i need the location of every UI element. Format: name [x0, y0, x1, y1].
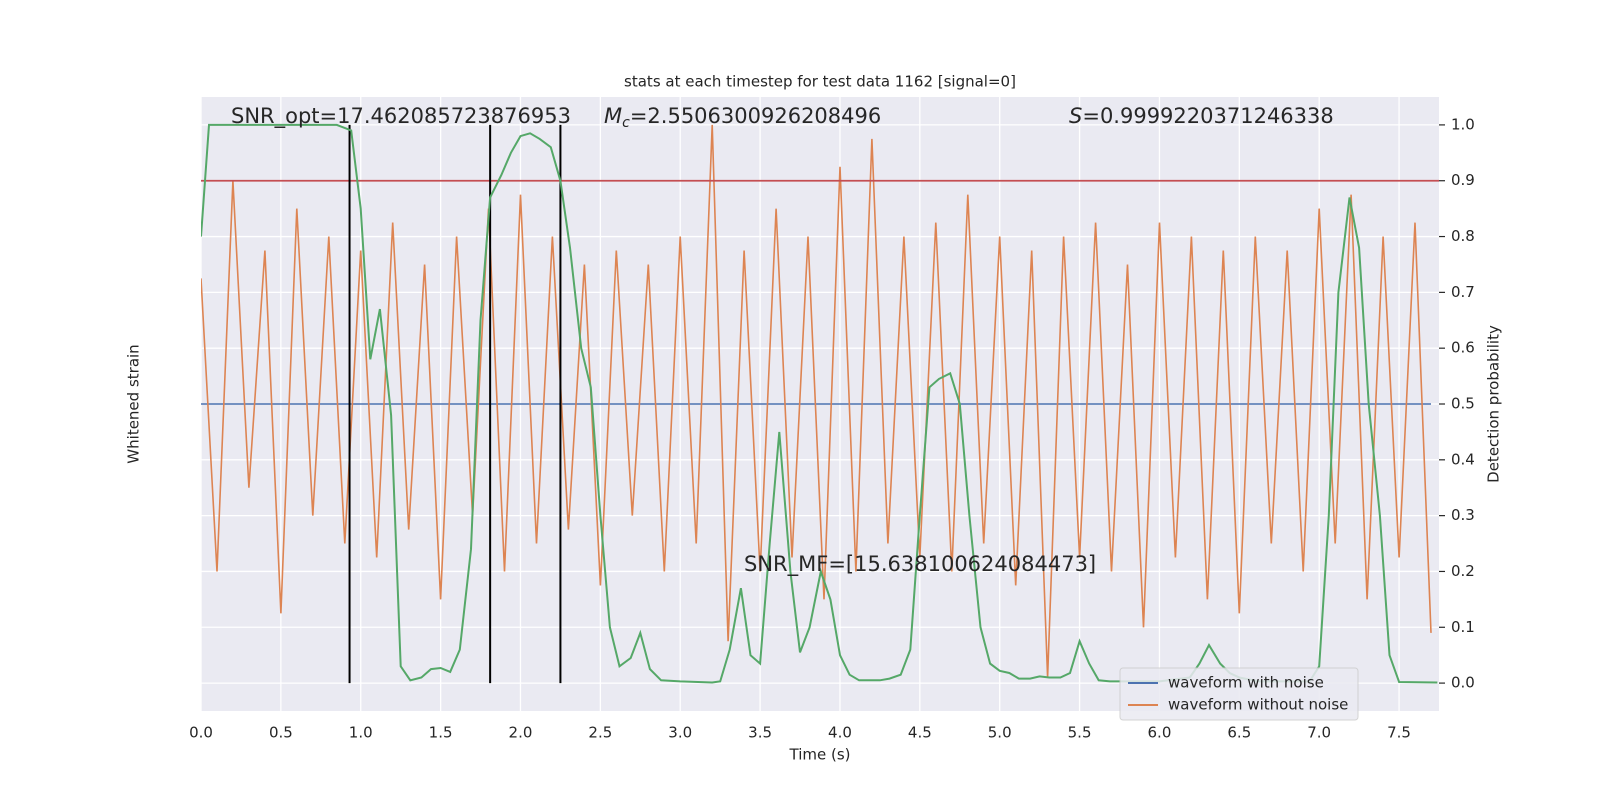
legend: waveform with noise waveform without nois… [1119, 667, 1359, 721]
x-tick-label: 4.5 [908, 724, 932, 742]
x-tick-label: 3.0 [668, 724, 692, 742]
x-tick-label: 1.0 [349, 724, 373, 742]
annotation-text: SNR_opt=17.462085723876953 [231, 104, 571, 129]
y2-tick-label: 0.6 [1451, 339, 1475, 357]
legend-label: waveform without noise [1168, 696, 1348, 714]
y2-tick-label: 0.4 [1451, 450, 1475, 468]
x-tick-label: 6.0 [1148, 724, 1172, 742]
x-tick-label: 7.5 [1387, 724, 1411, 742]
x-tick-label: 5.5 [1068, 724, 1092, 742]
annotation-subscript: c [622, 115, 630, 131]
x-tick-label: 7.0 [1307, 724, 1331, 742]
annotation: SNR_opt=17.462085723876953 [231, 104, 571, 129]
annotation-symbol: M [604, 104, 622, 128]
annotation: S=0.9999220371246338 [1069, 104, 1334, 128]
x-tick-label: 5.0 [988, 724, 1012, 742]
annotation: Mc=2.5506300926208496 [604, 104, 881, 131]
y2-tick-label: 0.0 [1451, 674, 1475, 692]
x-tick-label: 4.0 [828, 724, 852, 742]
series-line [201, 124, 1432, 678]
x-tick-label: 2.0 [509, 724, 533, 742]
y2-tick-label: 0.7 [1451, 283, 1475, 301]
y2-tick-label: 0.5 [1451, 395, 1475, 413]
y2-tick-label: 0.9 [1451, 171, 1475, 189]
legend-box [1119, 667, 1359, 721]
y2-tick-label: 1.0 [1451, 115, 1475, 133]
annotation-symbol: S [1069, 104, 1082, 128]
annotation: SNR_MF=[15.638100624084473] [744, 552, 1096, 577]
x-tick-label: 0.0 [189, 724, 213, 742]
y2-tick-label: 0.1 [1451, 618, 1475, 636]
x-tick-label: 6.5 [1227, 724, 1251, 742]
y-axis-label: Whitened strain [125, 344, 143, 463]
series-line [201, 123, 1438, 684]
x-tick-label: 1.5 [429, 724, 453, 742]
y2-tick-label: 0.2 [1451, 562, 1475, 580]
x-tick-label: 2.5 [588, 724, 612, 742]
y2-axis-label: Detection probability [1485, 325, 1503, 483]
annotation-text: =2.5506300926208496 [630, 104, 881, 128]
x-tick-label: 0.5 [269, 724, 293, 742]
y2-tick-label: 0.8 [1451, 227, 1475, 245]
legend-label: waveform with noise [1168, 674, 1324, 692]
annotation-text: =0.9999220371246338 [1082, 104, 1333, 128]
x-axis-label: Time (s) [789, 746, 851, 764]
annotation-text: SNR_MF=[15.638100624084473] [744, 552, 1096, 577]
y2-tick-label: 0.3 [1451, 506, 1475, 524]
chart-title: stats at each timestep for test data 116… [624, 73, 1016, 91]
x-tick-label: 3.5 [748, 724, 772, 742]
